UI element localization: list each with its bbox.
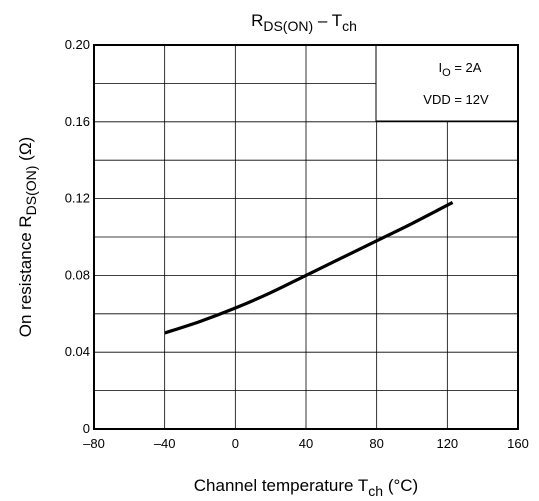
condition-current-sub: O xyxy=(442,67,451,79)
series-group xyxy=(164,201,454,335)
y-tick-label: 0.08 xyxy=(65,267,90,282)
y-axis-label-sub: DS(ON) xyxy=(23,166,39,216)
plot-frame xyxy=(93,44,519,430)
condition-current-main: I xyxy=(439,60,443,75)
title-sub1: DS(ON) xyxy=(263,18,313,34)
x-axis-label-unit: (°C) xyxy=(383,476,418,495)
condition-voltage: VDD = 12V xyxy=(423,92,489,107)
x-axis-label-main: Channel temperature T xyxy=(194,476,369,495)
x-axis-label: Channel temperature Tch (°C) xyxy=(194,476,418,499)
series-line xyxy=(164,201,454,335)
x-tick-label: –40 xyxy=(154,436,176,451)
conditions-box xyxy=(375,44,519,122)
y-tick-labels: 0 0.04 0.08 0.12 0.16 0.20 xyxy=(65,37,90,436)
x-tick-label: 80 xyxy=(369,436,383,451)
y-tick-label: 0.04 xyxy=(65,344,90,359)
y-axis-label: On resistance RDS(ON) (Ω) xyxy=(16,137,39,337)
x-tick-label: 40 xyxy=(299,436,313,451)
title-main: R xyxy=(251,11,263,30)
x-tick-label: –80 xyxy=(83,436,105,451)
x-tick-labels: –80 –40 0 40 80 120 160 xyxy=(83,436,529,451)
title-sub2: ch xyxy=(342,18,357,34)
x-tick-label: 160 xyxy=(507,436,529,451)
y-tick-label: 0.12 xyxy=(65,191,90,206)
title-dash: – T xyxy=(313,11,342,30)
y-tick-label: 0.16 xyxy=(65,114,90,129)
condition-current: IO = 2A xyxy=(439,60,482,79)
chart-title: RDS(ON) – Tch xyxy=(251,11,357,34)
x-axis-label-sub: ch xyxy=(368,483,383,499)
y-axis-label-unit: (Ω) xyxy=(16,137,35,166)
conditions-annotation: IO = 2A VDD = 12V xyxy=(375,44,519,122)
y-tick-label: 0.20 xyxy=(65,37,90,52)
y-tick-label: 0 xyxy=(83,421,90,436)
x-tick-label: 120 xyxy=(436,436,458,451)
condition-current-rest: = 2A xyxy=(451,60,482,75)
y-axis-label-main: On resistance R xyxy=(16,215,35,337)
x-tick-label: 0 xyxy=(232,436,239,451)
